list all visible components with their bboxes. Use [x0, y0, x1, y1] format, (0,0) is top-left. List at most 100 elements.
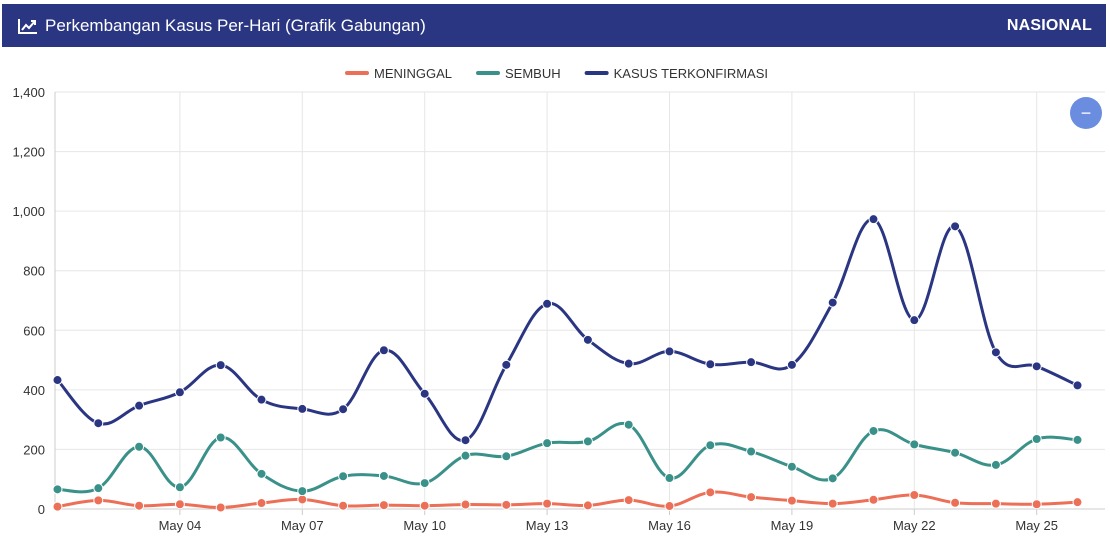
- data-point-sembuh[interactable]: [990, 459, 1001, 470]
- data-point-kasus-terkonfirmasi[interactable]: [297, 403, 308, 414]
- data-point-meninggal[interactable]: [419, 500, 430, 511]
- y-tick-label: 200: [23, 442, 45, 457]
- data-point-sembuh[interactable]: [664, 473, 675, 484]
- data-point-sembuh[interactable]: [623, 419, 634, 430]
- zoom-out-button[interactable]: −: [1070, 97, 1102, 129]
- x-tick-label: May 10: [403, 518, 446, 533]
- legend-item-meninggal[interactable]: MENINGGAL: [345, 66, 452, 81]
- legend-item-kasus-terkonfirmasi[interactable]: KASUS TERKONFIRMASI: [584, 66, 768, 81]
- data-point-kasus-terkonfirmasi[interactable]: [542, 298, 553, 309]
- y-tick-label: 800: [23, 264, 45, 279]
- data-point-kasus-terkonfirmasi[interactable]: [827, 297, 838, 308]
- data-point-meninggal[interactable]: [134, 500, 145, 511]
- data-point-kasus-terkonfirmasi[interactable]: [909, 315, 920, 326]
- data-point-sembuh[interactable]: [52, 484, 63, 495]
- data-point-meninggal[interactable]: [174, 499, 185, 510]
- data-point-kasus-terkonfirmasi[interactable]: [419, 388, 430, 399]
- data-point-sembuh[interactable]: [174, 482, 185, 493]
- data-point-kasus-terkonfirmasi[interactable]: [501, 359, 512, 370]
- x-tick-label: May 07: [281, 518, 324, 533]
- data-point-kasus-terkonfirmasi[interactable]: [868, 214, 879, 225]
- data-point-meninggal[interactable]: [52, 501, 63, 512]
- data-point-sembuh[interactable]: [93, 483, 104, 494]
- data-point-meninggal[interactable]: [1072, 497, 1083, 508]
- data-point-meninggal[interactable]: [786, 495, 797, 506]
- data-point-meninggal[interactable]: [378, 500, 389, 511]
- chart-header: Perkembangan Kasus Per-Hari (Grafik Gabu…: [2, 4, 1106, 47]
- data-point-sembuh[interactable]: [338, 471, 349, 482]
- data-point-meninggal[interactable]: [623, 495, 634, 506]
- data-point-meninggal[interactable]: [950, 497, 961, 508]
- data-point-meninggal[interactable]: [215, 502, 226, 513]
- data-point-sembuh[interactable]: [868, 425, 879, 436]
- data-point-sembuh[interactable]: [215, 432, 226, 443]
- data-point-sembuh[interactable]: [746, 446, 757, 457]
- y-tick-label: 1,200: [12, 145, 45, 160]
- data-point-meninggal[interactable]: [664, 501, 675, 512]
- data-point-sembuh[interactable]: [582, 436, 593, 447]
- legend-label: SEMBUH: [505, 66, 561, 81]
- data-point-sembuh[interactable]: [134, 441, 145, 452]
- data-point-sembuh[interactable]: [460, 450, 471, 461]
- data-point-meninggal[interactable]: [501, 499, 512, 510]
- data-point-kasus-terkonfirmasi[interactable]: [1031, 361, 1042, 372]
- data-point-sembuh[interactable]: [950, 447, 961, 458]
- series-line-meninggal: [57, 490, 1078, 510]
- x-tick-label: May 25: [1015, 518, 1058, 533]
- x-tick-label: May 04: [159, 518, 202, 533]
- y-tick-label: 400: [23, 383, 45, 398]
- data-point-meninggal[interactable]: [460, 499, 471, 510]
- data-point-sembuh[interactable]: [705, 440, 716, 451]
- data-point-meninggal[interactable]: [990, 498, 1001, 509]
- data-point-kasus-terkonfirmasi[interactable]: [338, 404, 349, 415]
- data-point-sembuh[interactable]: [378, 470, 389, 481]
- data-point-kasus-terkonfirmasi[interactable]: [256, 394, 267, 405]
- data-point-kasus-terkonfirmasi[interactable]: [378, 345, 389, 356]
- data-point-kasus-terkonfirmasi[interactable]: [1072, 380, 1083, 391]
- line-chart-icon: [18, 18, 38, 34]
- data-point-sembuh[interactable]: [1031, 434, 1042, 445]
- data-point-meninggal[interactable]: [746, 492, 757, 503]
- data-point-sembuh[interactable]: [1072, 434, 1083, 445]
- data-point-meninggal[interactable]: [93, 495, 104, 506]
- data-point-sembuh[interactable]: [909, 439, 920, 450]
- data-point-sembuh[interactable]: [542, 438, 553, 449]
- data-point-meninggal[interactable]: [705, 487, 716, 498]
- data-point-kasus-terkonfirmasi[interactable]: [134, 400, 145, 411]
- data-point-meninggal[interactable]: [256, 498, 267, 509]
- data-point-kasus-terkonfirmasi[interactable]: [52, 375, 63, 386]
- data-point-sembuh[interactable]: [786, 461, 797, 472]
- header-title-group: Perkembangan Kasus Per-Hari (Grafik Gabu…: [18, 16, 426, 36]
- data-point-kasus-terkonfirmasi[interactable]: [582, 334, 593, 345]
- legend-item-sembuh[interactable]: SEMBUH: [476, 66, 561, 81]
- data-point-kasus-terkonfirmasi[interactable]: [950, 221, 961, 232]
- y-tick-label: 0: [38, 502, 45, 517]
- data-point-meninggal[interactable]: [868, 494, 879, 505]
- data-point-kasus-terkonfirmasi[interactable]: [786, 359, 797, 370]
- data-point-sembuh[interactable]: [297, 486, 308, 497]
- data-point-kasus-terkonfirmasi[interactable]: [623, 358, 634, 369]
- data-point-meninggal[interactable]: [542, 498, 553, 509]
- data-point-sembuh[interactable]: [256, 468, 267, 479]
- data-point-kasus-terkonfirmasi[interactable]: [664, 346, 675, 357]
- data-point-meninggal[interactable]: [297, 494, 308, 505]
- data-point-meninggal[interactable]: [827, 498, 838, 509]
- y-tick-label: 600: [23, 323, 45, 338]
- y-tick-label: 1,000: [12, 204, 45, 219]
- data-point-kasus-terkonfirmasi[interactable]: [93, 418, 104, 429]
- data-point-sembuh[interactable]: [419, 478, 430, 489]
- data-point-sembuh[interactable]: [827, 473, 838, 484]
- data-point-meninggal[interactable]: [338, 500, 349, 511]
- data-point-meninggal[interactable]: [1031, 499, 1042, 510]
- data-point-kasus-terkonfirmasi[interactable]: [705, 359, 716, 370]
- data-point-kasus-terkonfirmasi[interactable]: [746, 357, 757, 368]
- chart-area: 0 200 400 600 800 1,000 1,200 1,400 May 04 May 07…: [12, 66, 1105, 533]
- data-point-sembuh[interactable]: [501, 451, 512, 462]
- data-point-meninggal[interactable]: [582, 500, 593, 511]
- x-tick-label: May 16: [648, 518, 691, 533]
- data-point-meninggal[interactable]: [909, 490, 920, 501]
- data-point-kasus-terkonfirmasi[interactable]: [990, 347, 1001, 358]
- data-point-kasus-terkonfirmasi[interactable]: [215, 360, 226, 371]
- data-point-kasus-terkonfirmasi[interactable]: [460, 435, 471, 446]
- data-point-kasus-terkonfirmasi[interactable]: [174, 387, 185, 398]
